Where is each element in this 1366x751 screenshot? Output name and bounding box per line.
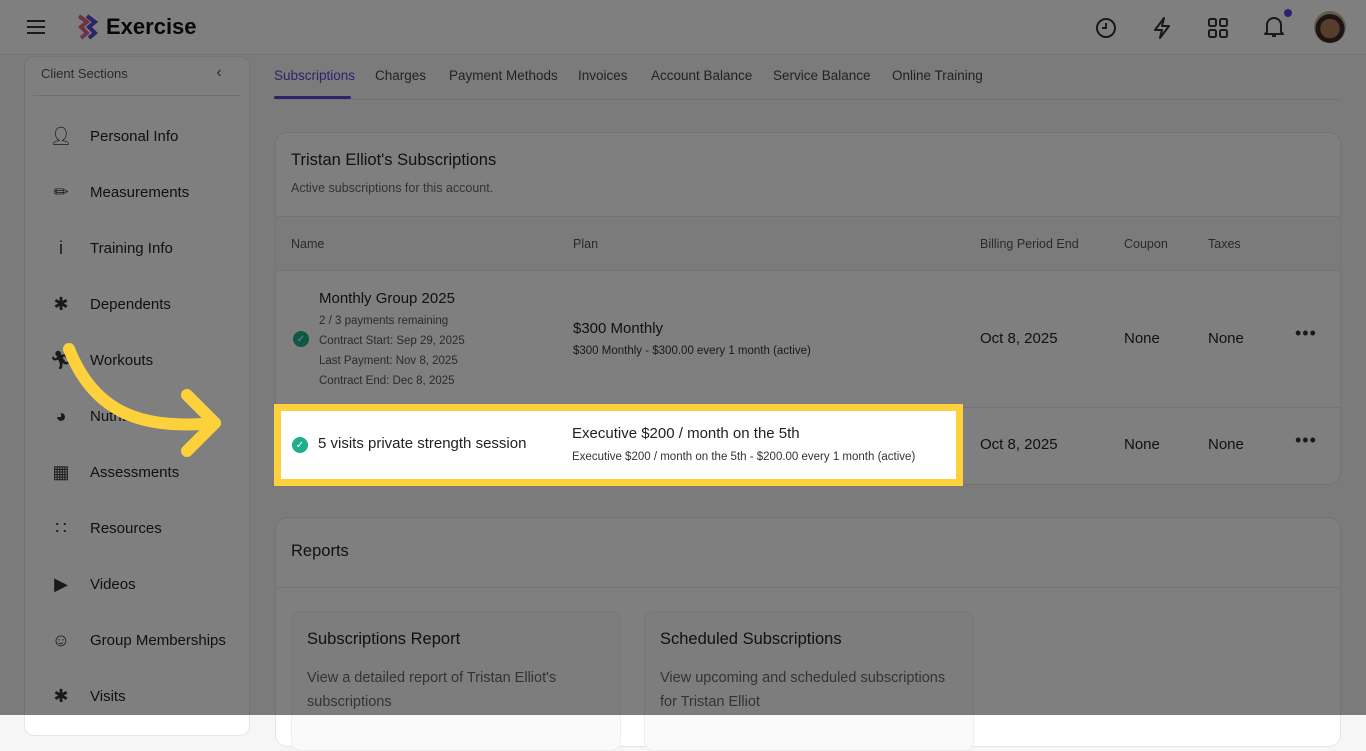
subscription-name: 5 visits private strength session — [318, 435, 527, 452]
highlighted-subscription-row[interactable]: ✓ 5 visits private strength session Exec… — [274, 404, 963, 486]
plan-name: Executive $200 / month on the 5th — [572, 425, 800, 442]
dim-overlay — [0, 0, 1366, 715]
plan-detail: Executive $200 / month on the 5th - $200… — [572, 451, 916, 463]
active-check-icon: ✓ — [292, 437, 308, 453]
curved-arrow-annotation — [63, 343, 221, 457]
